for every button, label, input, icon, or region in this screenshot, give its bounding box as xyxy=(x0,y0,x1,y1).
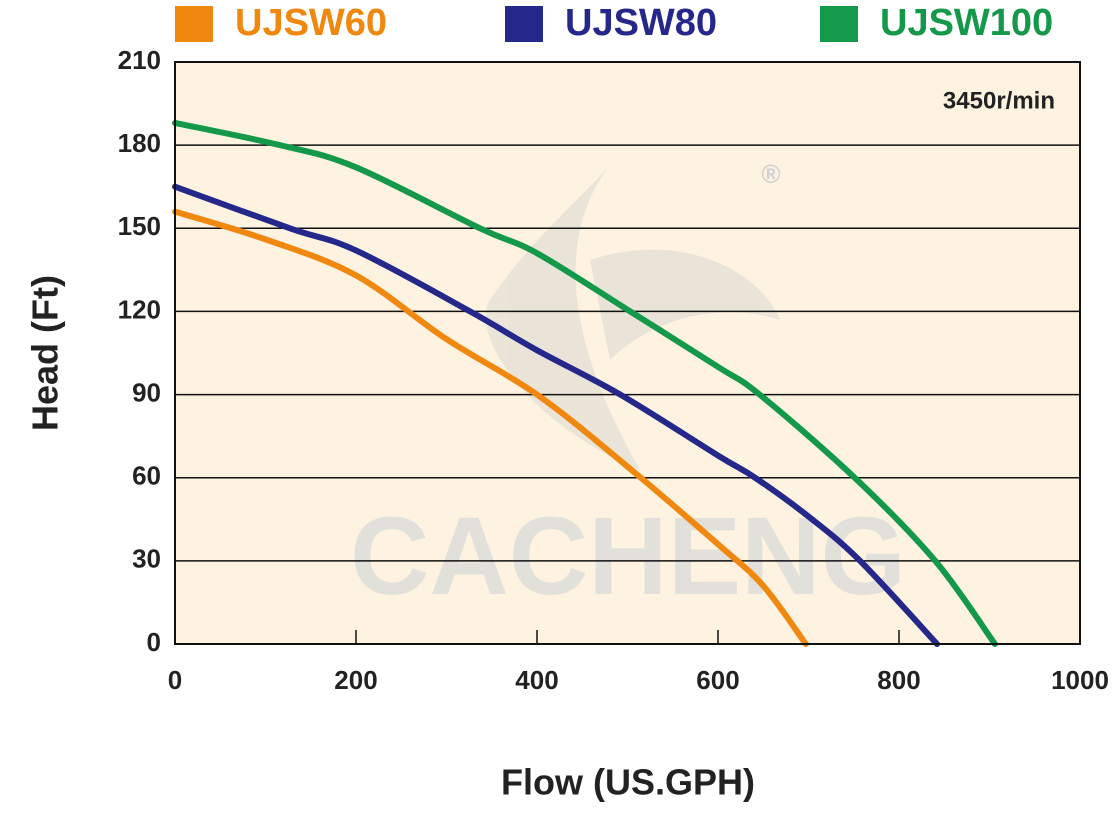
watermark: CACHENG xyxy=(350,495,906,618)
x-tick-label: 0 xyxy=(168,665,182,695)
series-line xyxy=(172,119,998,647)
registered-mark: ® xyxy=(761,159,780,189)
y-tick-label: 150 xyxy=(118,211,161,241)
y-tick-label: 120 xyxy=(118,294,161,324)
y-tick-label: 180 xyxy=(118,128,161,158)
annotation: 3450r/min xyxy=(943,87,1055,114)
y-tick-label: 210 xyxy=(118,45,161,75)
watermark-logo xyxy=(485,165,780,470)
x-tick-label: 600 xyxy=(696,665,739,695)
series-line xyxy=(172,208,809,647)
plot-border xyxy=(174,61,1081,645)
legend-swatch xyxy=(820,6,858,42)
legend-label: UJSW80 xyxy=(565,2,717,44)
y-tick-label: 90 xyxy=(132,377,161,407)
legend-label: UJSW100 xyxy=(880,2,1053,44)
x-tick-label: 400 xyxy=(515,665,558,695)
series-line xyxy=(172,183,941,647)
y-tick-label: 30 xyxy=(132,544,161,574)
legend-swatch xyxy=(505,6,543,42)
x-axis-label: Flow (US.GPH) xyxy=(501,762,755,803)
x-tick-label: 1000 xyxy=(1051,665,1109,695)
legend-label: UJSW60 xyxy=(235,2,387,44)
y-axis-label: Head (Ft) xyxy=(25,275,66,431)
legend-swatch xyxy=(175,6,213,42)
x-tick-label: 800 xyxy=(877,665,920,695)
x-tick-label: 200 xyxy=(334,665,377,695)
y-tick-label: 60 xyxy=(132,461,161,491)
y-tick-label: 0 xyxy=(147,627,161,657)
